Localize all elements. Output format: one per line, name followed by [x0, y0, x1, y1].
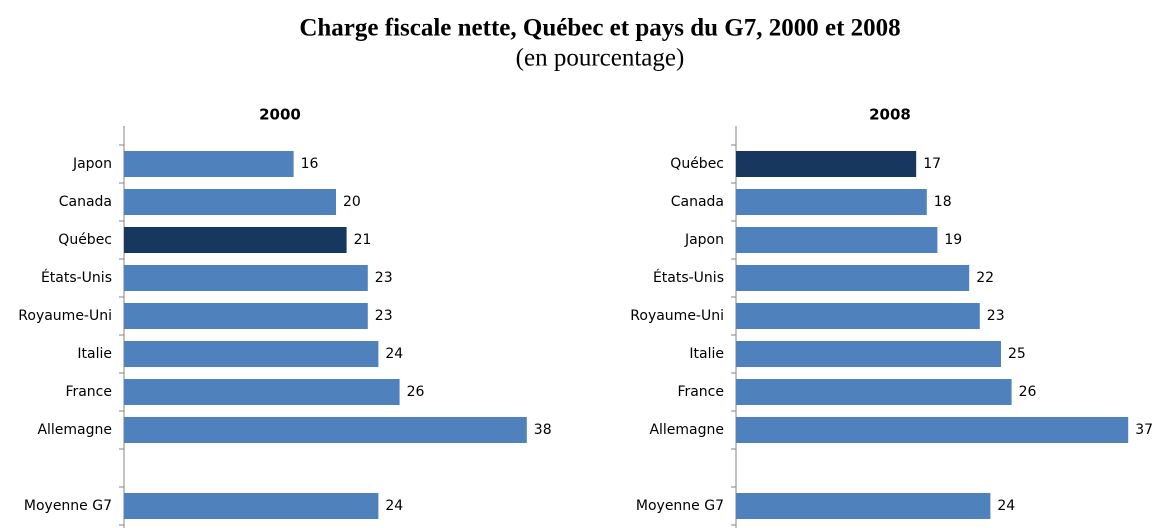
category-label: Royaume-Uni	[18, 308, 112, 324]
category-label: Québec	[58, 232, 112, 248]
category-label: France	[65, 384, 112, 400]
value-label: 25	[1008, 346, 1026, 362]
value-label: 38	[534, 422, 552, 438]
value-label: 16	[301, 156, 319, 172]
bar	[124, 265, 368, 291]
category-label: Canada	[671, 194, 724, 210]
bar	[124, 227, 347, 253]
bar	[124, 151, 294, 177]
value-label: 23	[375, 270, 393, 286]
bar	[736, 417, 1129, 443]
value-label: 19	[944, 232, 962, 248]
category-label: Moyenne G7	[636, 498, 724, 514]
bar	[736, 189, 927, 215]
bar	[736, 303, 980, 329]
chart-title: 2000	[259, 106, 301, 124]
value-label: 22	[976, 270, 994, 286]
bar	[124, 417, 527, 443]
bar	[736, 493, 991, 519]
category-label: Italie	[689, 346, 724, 362]
value-label: 24	[997, 498, 1015, 514]
subtitle: (en pourcentage)	[516, 45, 685, 72]
category-label: Allemagne	[37, 422, 112, 438]
category-label: États-Unis	[653, 269, 724, 286]
value-label: 20	[343, 194, 361, 210]
bar	[736, 341, 1001, 367]
value-label: 21	[354, 232, 372, 248]
category-label: France	[677, 384, 724, 400]
bar	[124, 493, 379, 519]
category-label: États-Unis	[41, 269, 112, 286]
value-label: 37	[1135, 422, 1153, 438]
category-label: Québec	[670, 156, 724, 172]
value-label: 18	[934, 194, 952, 210]
bar	[124, 189, 336, 215]
bar	[124, 303, 368, 329]
category-label: Moyenne G7	[24, 498, 112, 514]
value-label: 23	[375, 308, 393, 324]
bar	[736, 379, 1012, 405]
value-label: 24	[385, 498, 403, 514]
value-label: 23	[987, 308, 1005, 324]
category-label: Japon	[684, 232, 724, 248]
category-label: Allemagne	[649, 422, 724, 438]
bar	[736, 265, 970, 291]
chart-title: 2008	[869, 106, 911, 124]
value-label: 17	[923, 156, 941, 172]
value-label: 26	[407, 384, 425, 400]
category-label: Royaume-Uni	[630, 308, 724, 324]
bar	[124, 379, 400, 405]
category-label: Japon	[72, 156, 112, 172]
category-label: Canada	[59, 194, 112, 210]
bar	[124, 341, 379, 367]
category-label: Italie	[77, 346, 112, 362]
bar	[736, 227, 938, 253]
value-label: 24	[385, 346, 403, 362]
title: Charge fiscale nette, Québec et pays du …	[299, 15, 900, 42]
bar	[736, 151, 917, 177]
value-label: 26	[1019, 384, 1037, 400]
